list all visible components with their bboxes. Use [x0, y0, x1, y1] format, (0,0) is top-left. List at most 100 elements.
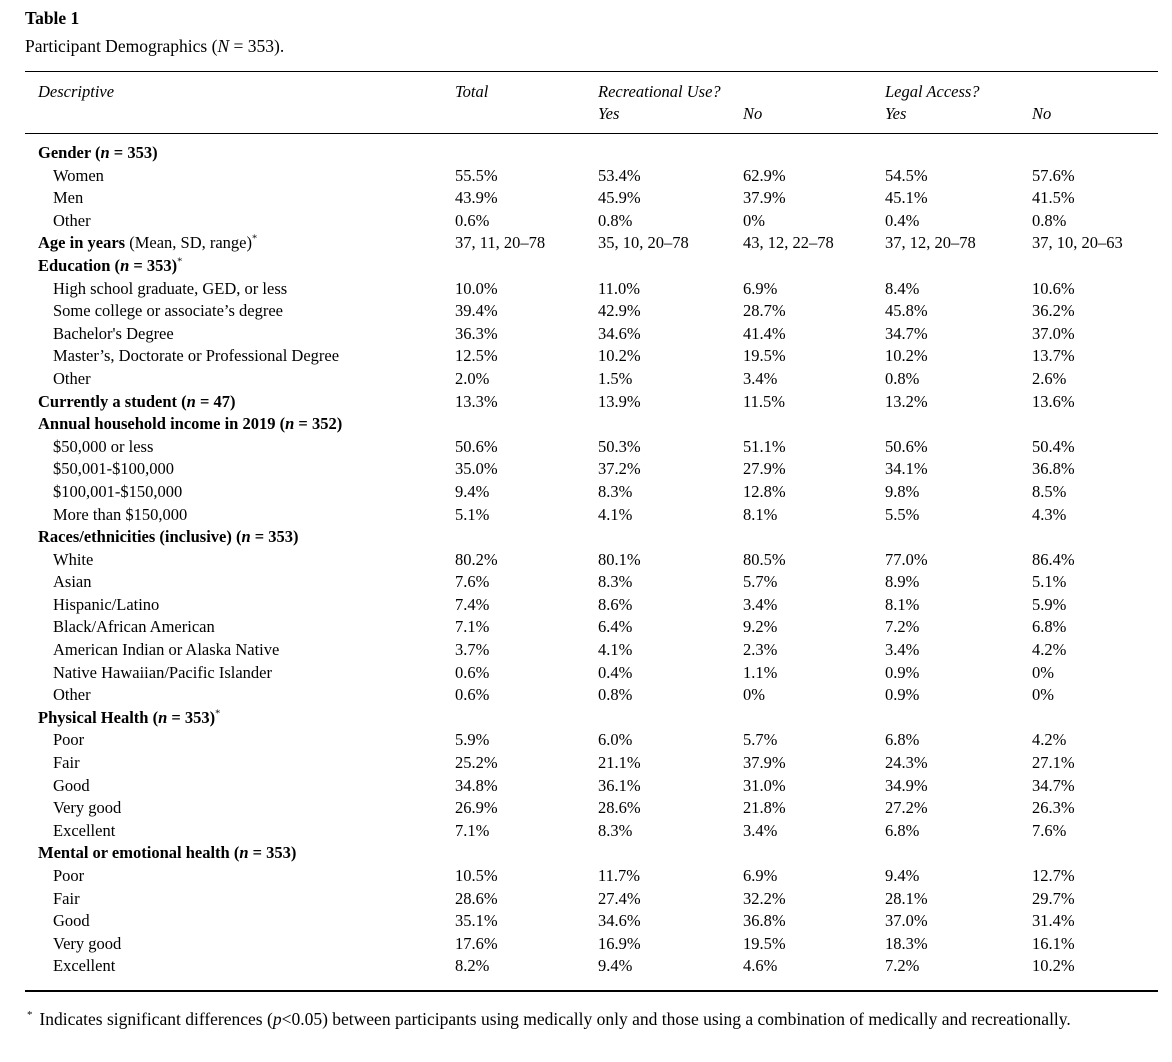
row-value: 41.5%: [1032, 188, 1075, 208]
row-label: Hispanic/Latino: [53, 594, 160, 614]
row-value: 37, 12, 20–78: [885, 233, 976, 253]
row-value: 8.1%: [743, 504, 778, 524]
row-label: Excellent: [53, 820, 116, 840]
row-value: 8.5%: [1032, 481, 1067, 501]
row-value: 13.6%: [1032, 391, 1075, 411]
row-value: 28.1%: [885, 888, 928, 908]
row-value: [598, 134, 743, 165]
col-header-legal-no: No: [1032, 104, 1052, 123]
row-value: 10.0%: [455, 278, 498, 298]
row-label: $100,001-$150,000: [53, 481, 183, 501]
row-label: Poor: [53, 866, 85, 885]
row-value: [598, 707, 743, 730]
row-value: 50.6%: [455, 436, 498, 456]
row-value: 8.4%: [885, 278, 920, 298]
row-label: $50,000 or less: [53, 436, 154, 456]
row-value: 8.3%: [598, 820, 633, 840]
row-value: 55.5%: [455, 165, 498, 185]
row-value: [1032, 134, 1158, 165]
row-value: 42.9%: [598, 301, 641, 321]
row-value: 8.3%: [598, 572, 633, 592]
row-value: 3.4%: [885, 640, 920, 660]
row-value: 4.2%: [1032, 730, 1067, 750]
table-row: American Indian or Alaska Native 3.7% 4.1%…: [25, 639, 1158, 662]
row-value: [885, 134, 1032, 165]
row-label: Fair: [53, 888, 80, 908]
row-value: 13.3%: [455, 391, 498, 411]
row-value: 0.4%: [885, 210, 920, 230]
row-value: [455, 413, 598, 436]
table-row: Races/ethnicities (inclusive) (n = 353): [25, 526, 1158, 549]
row-value: 36.3%: [455, 323, 498, 343]
table-footnote: * Indicates significant differences (p<0.…: [0, 1006, 1164, 1032]
row-value: 27.1%: [1032, 753, 1075, 773]
row-value: [1032, 255, 1158, 278]
row-value: [598, 526, 743, 549]
row-value: 8.9%: [885, 572, 920, 592]
row-value: 77.0%: [885, 549, 928, 569]
row-value: 26.9%: [455, 798, 498, 818]
col-header-legal-access: Legal Access?: [885, 82, 980, 101]
table-row: Physical Health (n = 353)*: [25, 707, 1158, 730]
table-row: Bachelor's Degree 36.3% 34.6% 41.4% 34.7% 37.…: [25, 323, 1158, 346]
row-value: 36.2%: [1032, 301, 1075, 321]
table-subtitle: Participant Demographics (N = 353).: [25, 34, 1172, 58]
table-row: Poor 10.5% 11.7% 6.9% 9.4% 12.7%: [25, 865, 1158, 888]
row-value: 7.4%: [455, 594, 490, 614]
row-value: 36.8%: [743, 911, 786, 931]
row-value: 0%: [1032, 685, 1054, 705]
row-value: 13.2%: [885, 391, 928, 411]
row-label: American Indian or Alaska Native: [53, 640, 280, 660]
row-value: [1032, 413, 1158, 436]
table-number: Table 1: [25, 8, 80, 28]
row-value: 16.9%: [598, 933, 641, 953]
row-value: 80.5%: [743, 549, 786, 569]
row-label: Women: [53, 165, 104, 185]
row-value: 28.6%: [598, 798, 641, 818]
row-value: 12.7%: [1032, 866, 1075, 885]
row-label: Native Hawaiian/Pacific Islander: [53, 662, 272, 682]
row-value: [743, 255, 885, 278]
row-value: 4.6%: [743, 956, 778, 976]
row-value: 11.7%: [598, 866, 641, 885]
row-value: [598, 255, 743, 278]
row-value: [455, 842, 598, 865]
row-label: Very good: [53, 933, 122, 953]
row-value: 2.6%: [1032, 368, 1067, 388]
col-header-recreational-use: Recreational Use?: [598, 82, 721, 101]
row-value: 6.9%: [743, 278, 778, 298]
row-value: 13.7%: [1032, 346, 1075, 366]
row-value: 0.9%: [885, 685, 920, 705]
row-value: [885, 413, 1032, 436]
row-value: 4.2%: [1032, 640, 1067, 660]
row-value: 7.6%: [1032, 820, 1067, 840]
row-value: 0.6%: [455, 662, 490, 682]
table-row: Gender (n = 353): [25, 134, 1158, 165]
row-value: 5.1%: [1032, 572, 1067, 592]
row-label: Annual household income in 2019 (n = 352…: [38, 414, 343, 434]
row-value: 6.4%: [598, 617, 633, 637]
row-value: 0%: [743, 685, 765, 705]
table-row: Black/African American 7.1% 6.4% 9.2% 7.2% 6.…: [25, 616, 1158, 639]
footnote-p-symbol: p: [272, 1008, 282, 1029]
row-value: 37.0%: [1032, 323, 1075, 343]
table-row: Women 55.5% 53.4% 62.9% 54.5% 57.6%: [25, 165, 1158, 188]
row-value: 24.3%: [885, 753, 928, 773]
row-value: 10.5%: [455, 866, 498, 885]
row-value: 53.4%: [598, 165, 641, 185]
row-value: [1032, 526, 1158, 549]
row-value: 37, 11, 20–78: [455, 233, 546, 253]
row-value: 34.6%: [598, 911, 641, 931]
row-value: 16.1%: [1032, 933, 1075, 953]
subtitle-n-symbol: N: [217, 36, 230, 56]
row-value: 9.8%: [885, 481, 920, 501]
row-value: [455, 707, 598, 730]
table-row: Hispanic/Latino 7.4% 8.6% 3.4% 8.1% 5.9%: [25, 594, 1158, 617]
subtitle-text-left: Participant Demographics (: [25, 36, 218, 56]
row-value: [885, 707, 1032, 730]
row-value: [743, 707, 885, 730]
row-value: 35.1%: [455, 911, 498, 931]
row-label: Physical Health (n = 353)*: [38, 707, 221, 727]
row-value: 34.9%: [885, 775, 928, 795]
row-value: [885, 842, 1032, 865]
